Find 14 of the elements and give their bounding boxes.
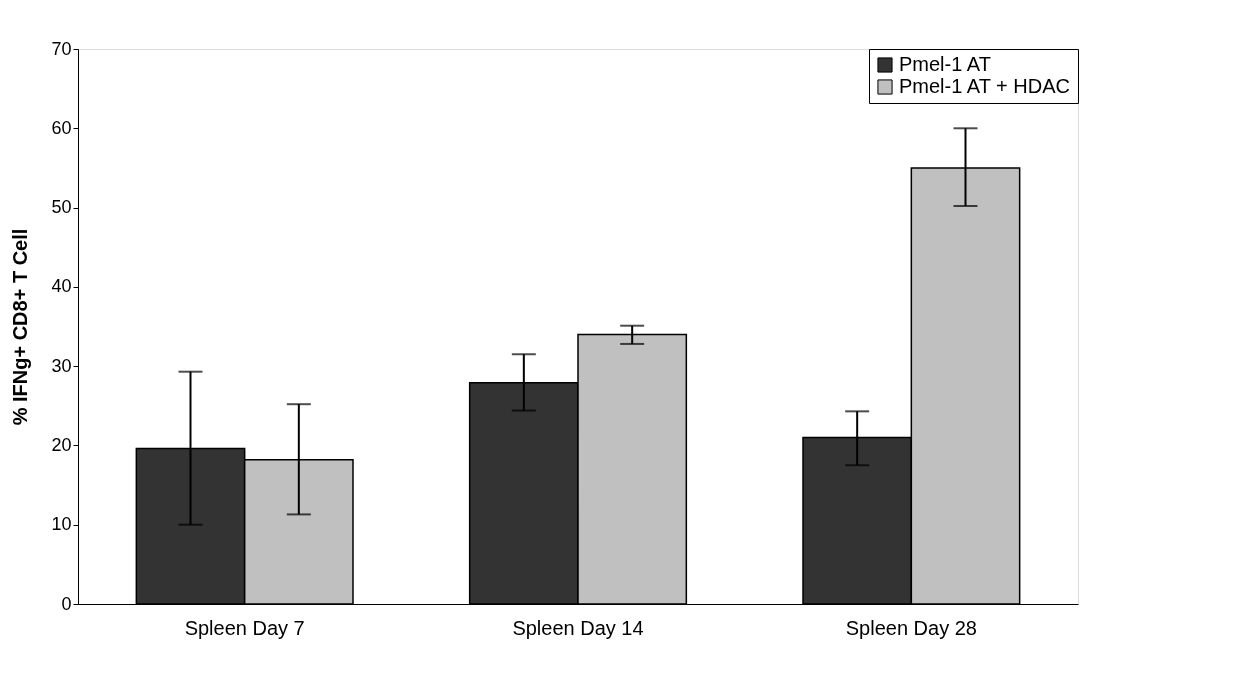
y-tick-label: 60 [51, 117, 72, 138]
y-tick-label: 50 [51, 197, 72, 218]
x-tick-label: Spleen Day 7 [184, 616, 305, 639]
legend-label: Pmel-1 AT [899, 53, 991, 75]
x-tick-label: Spleen Day 14 [512, 616, 644, 639]
x-tick-label: Spleen Day 28 [845, 616, 977, 639]
y-tick-label: 10 [51, 514, 72, 535]
y-tick-label: 0 [61, 593, 72, 614]
y-tick-label: 20 [51, 434, 72, 455]
y-axis-title: % IFNg+ CD8+ T Cell [9, 228, 32, 426]
y-tick-label: 30 [51, 355, 72, 376]
y-tick-label: 70 [51, 38, 72, 59]
legend-label: Pmel-1 AT + HDAC [899, 75, 1070, 97]
y-tick-label: 40 [51, 276, 72, 297]
